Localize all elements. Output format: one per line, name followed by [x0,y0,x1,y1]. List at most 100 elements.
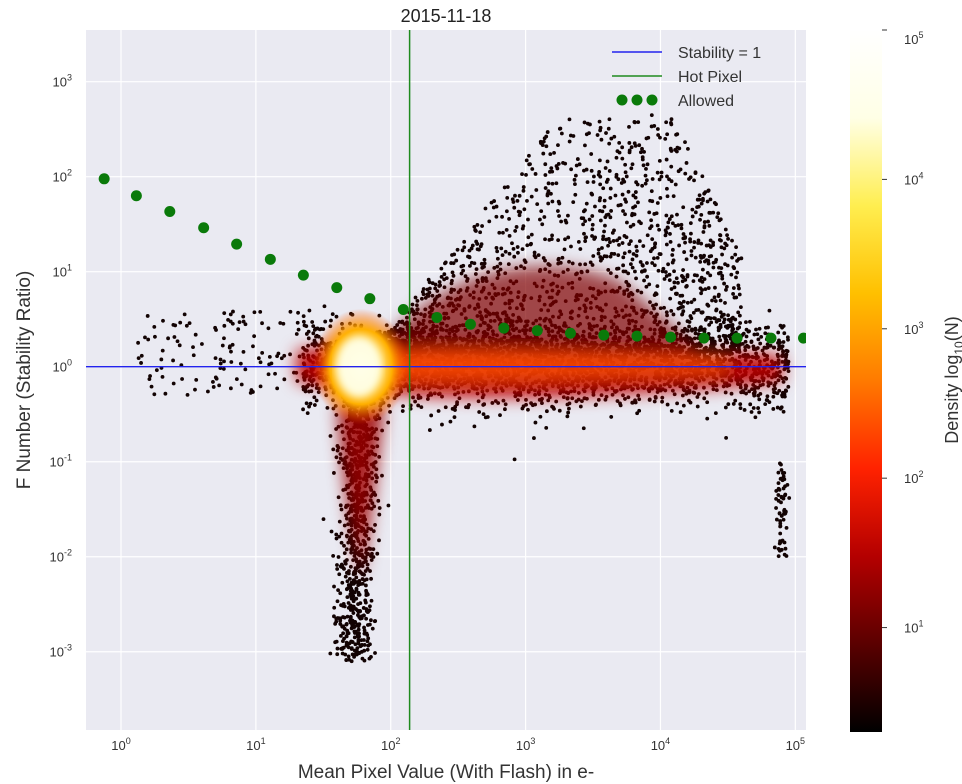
density-point [678,410,683,415]
density-point [449,261,454,265]
density-point [543,162,548,167]
density-point [762,345,767,350]
density-point [576,239,581,244]
density-point [337,460,341,465]
density-point [716,292,721,297]
density-point [454,258,459,263]
density-point [543,173,548,177]
density-point [655,127,660,131]
density-point [620,192,625,197]
density-point [421,292,426,297]
density-point [666,220,671,225]
density-point [711,265,716,270]
density-point [700,174,705,179]
density-point [479,242,484,247]
density-point [669,214,674,219]
density-point [583,239,588,244]
density-point [482,261,487,266]
density-point [659,174,664,179]
density-point [713,285,717,290]
density-point [624,174,629,179]
density-point [567,117,572,122]
density-point [644,136,649,141]
density-point [667,278,672,283]
density-point [632,141,637,146]
density-point [470,243,475,248]
density-point [729,316,734,321]
density-point [627,249,632,254]
density-point [757,326,762,331]
density-point [469,260,474,265]
density-point [611,239,616,243]
density-point [702,277,707,282]
density-point [723,241,728,246]
density-point [738,406,743,411]
density-point [571,134,576,138]
density-point [580,399,584,404]
density-point [526,235,531,240]
density-point [688,237,692,242]
density-point [556,143,560,148]
density-point [472,224,477,229]
density-point [493,399,498,403]
density-point [737,286,741,291]
density-point [653,242,657,246]
density-point [556,256,561,261]
density-point [368,569,372,573]
density-point [741,390,746,395]
density-point [478,230,483,235]
density-point [783,359,788,363]
density-point [742,408,747,412]
density-point [504,227,509,232]
density-point [657,227,662,232]
density-point [596,397,601,402]
density-point [363,583,368,588]
density-point [633,190,638,194]
density-point [363,559,368,563]
density-point [450,253,454,257]
density-point [662,305,666,310]
density-point [569,167,574,172]
density-point [608,254,613,259]
density-point [335,599,340,604]
density-point [338,591,343,596]
density-point [683,171,688,176]
density-point [606,126,611,131]
density-point [718,310,723,315]
density-point [692,178,696,183]
density-point [608,196,613,200]
density-point [635,288,640,293]
density-point [668,239,673,244]
density-point [607,169,612,173]
density-point [503,249,508,254]
density-point [727,334,731,339]
density-point [481,403,486,407]
density-point [698,217,702,222]
density-point [718,270,723,275]
density-point [573,192,578,197]
density-point [738,321,743,325]
density-point [477,247,481,252]
density-point [674,292,679,296]
density-point [621,177,625,182]
density-point [718,298,723,303]
density-point [698,286,703,291]
density-point [731,402,736,406]
density-point [538,217,542,222]
density-point [600,246,604,250]
density-point [664,120,669,125]
density-point [771,345,776,350]
density-point [687,398,691,403]
density-point [528,162,532,166]
density-point [556,238,561,243]
density-point [335,567,340,571]
density-point [526,217,530,222]
density-point [783,361,788,366]
density-point [627,242,632,247]
density-point [718,338,723,343]
density-point [781,409,786,414]
density-point [668,232,672,236]
density-point [617,140,622,145]
density-point [345,534,349,539]
density-point [736,283,741,288]
